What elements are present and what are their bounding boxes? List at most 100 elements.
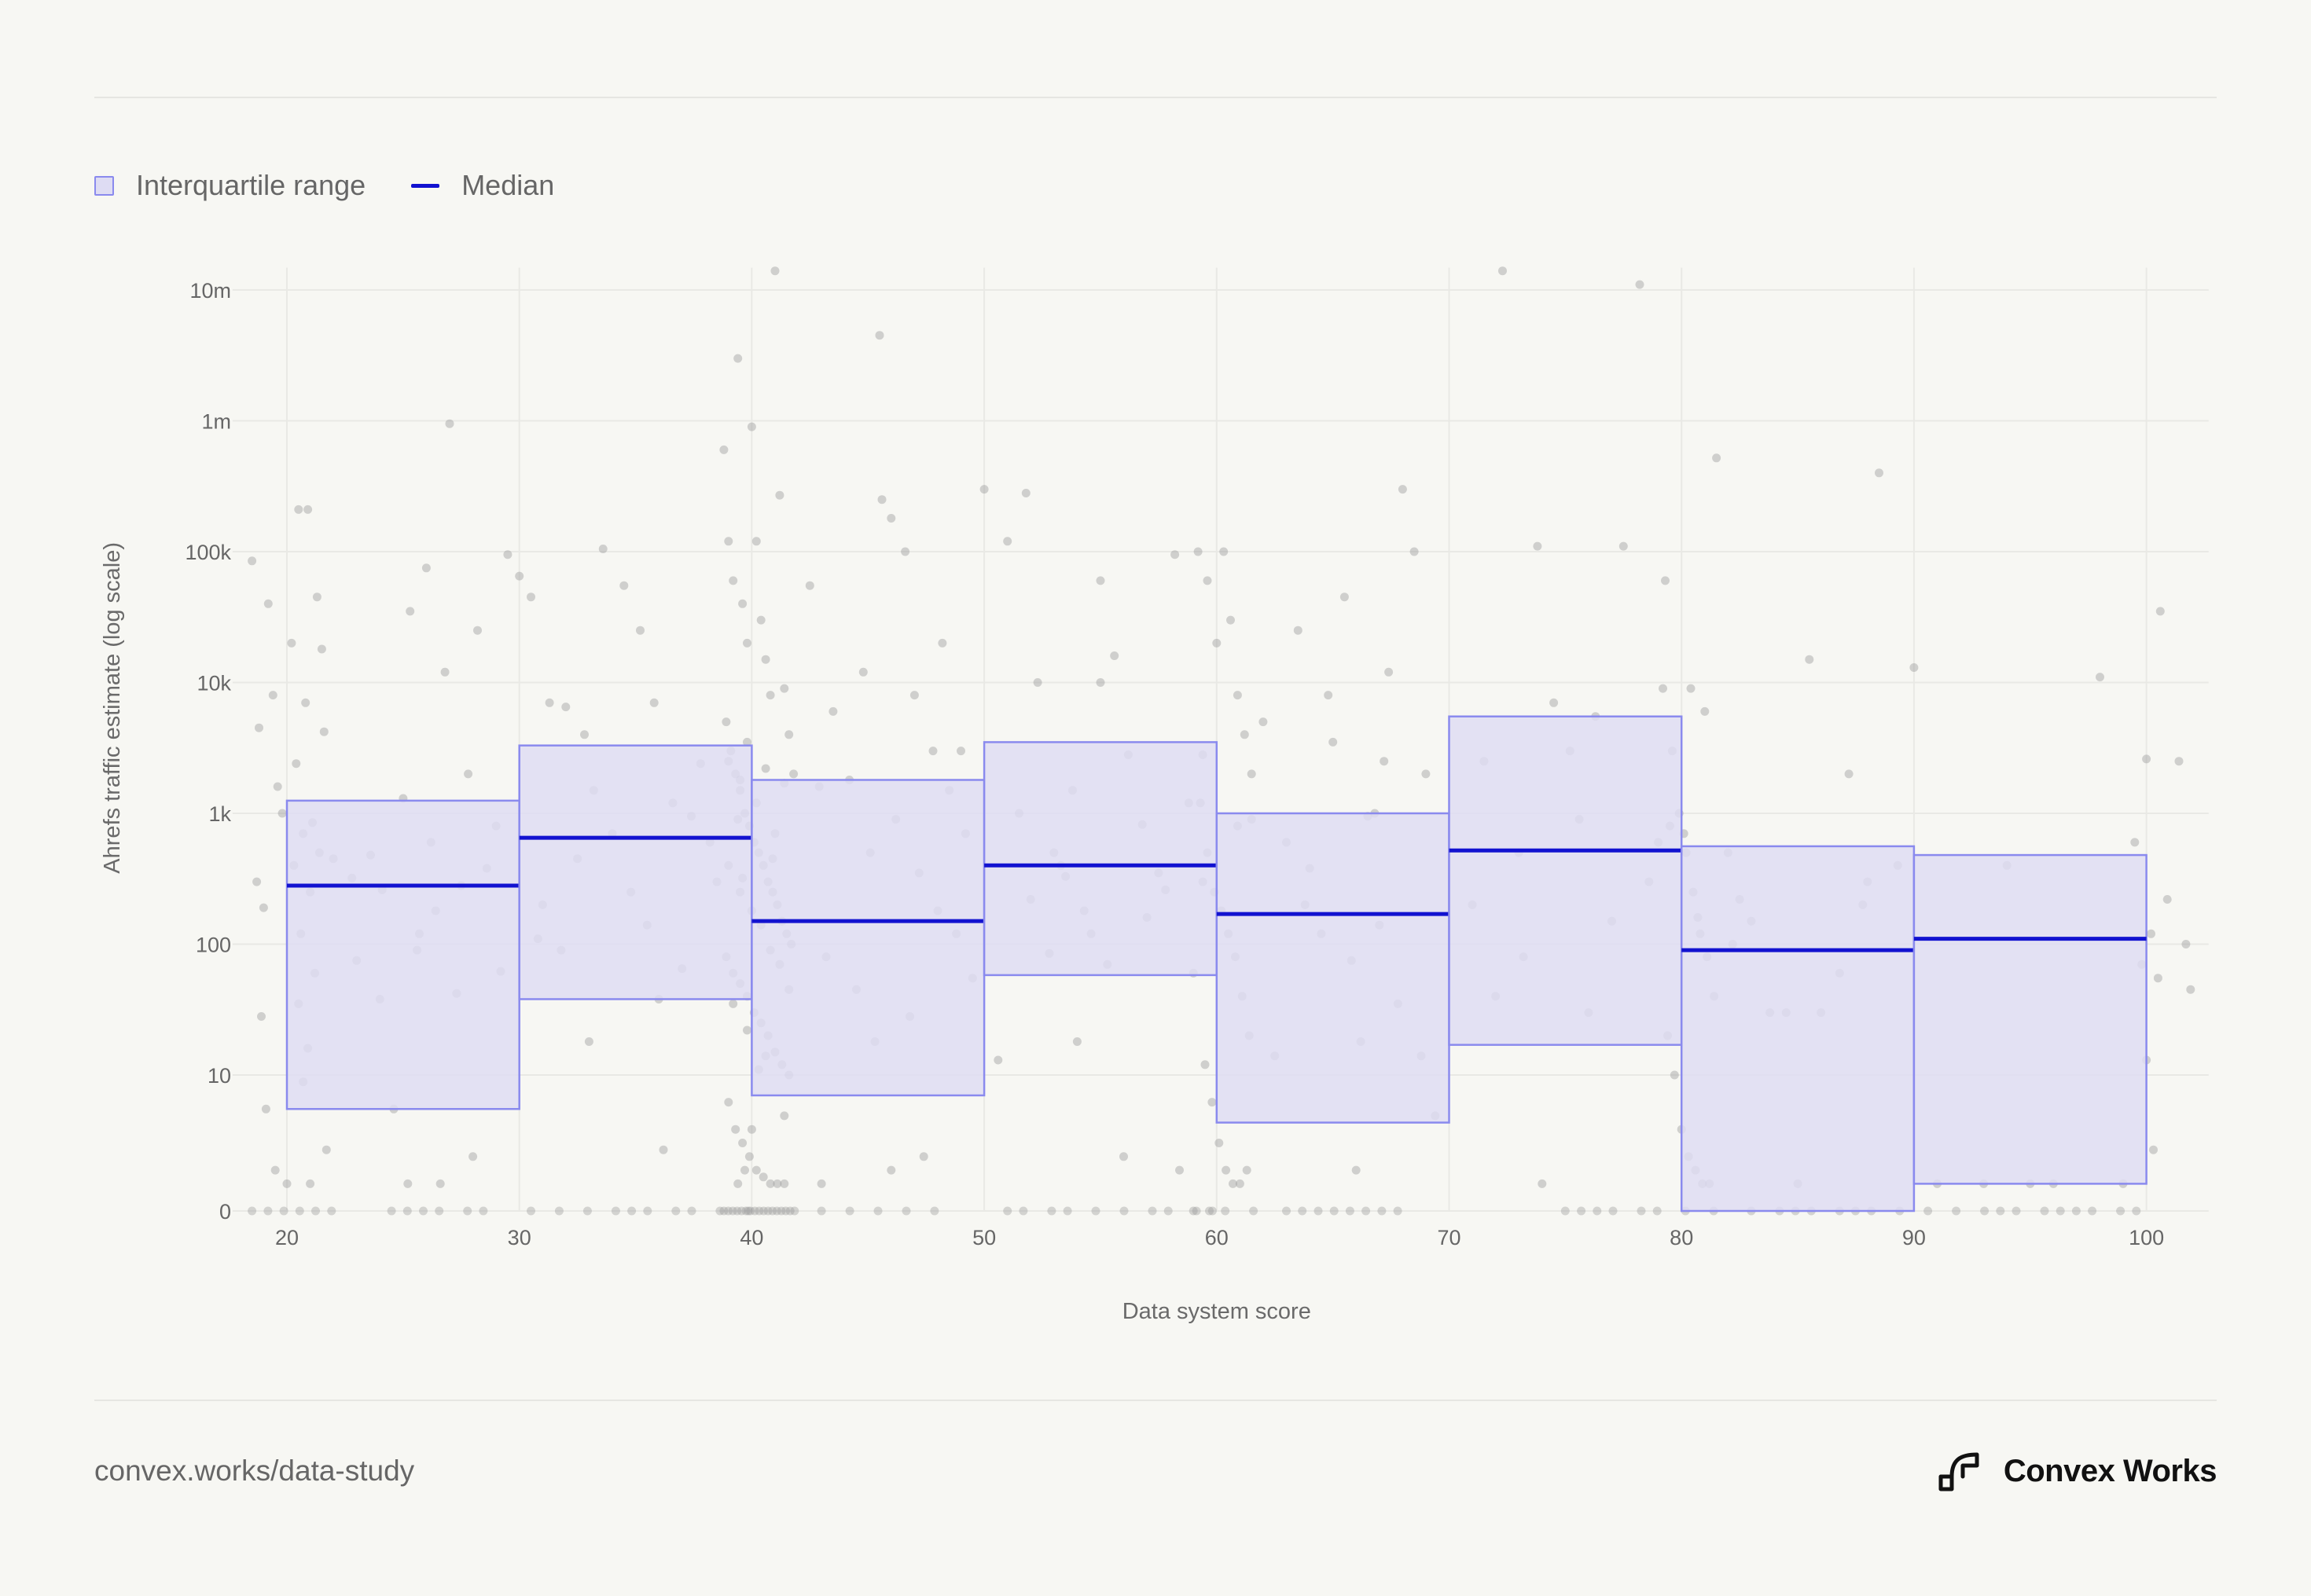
- data-point: [920, 1152, 928, 1161]
- data-point: [780, 684, 788, 693]
- data-point: [1398, 485, 1407, 493]
- data-point: [1219, 548, 1228, 556]
- data-point: [1097, 576, 1105, 585]
- data-point: [1201, 1060, 1210, 1069]
- data-point: [901, 548, 909, 556]
- data-point: [729, 1000, 737, 1008]
- data-point: [994, 1056, 1002, 1065]
- legend-item-iqr: Interquartile range: [94, 169, 366, 202]
- data-point: [1659, 684, 1667, 693]
- data-point: [980, 485, 989, 493]
- data-point: [255, 724, 263, 732]
- data-point: [1875, 468, 1883, 477]
- data-point: [743, 1026, 751, 1035]
- data-point: [1700, 707, 1709, 716]
- data-point: [259, 904, 268, 912]
- y-tick-label: 1k: [208, 802, 231, 826]
- data-point: [1222, 1166, 1230, 1175]
- data-point: [301, 699, 310, 707]
- data-point: [248, 556, 256, 565]
- data-point: [274, 783, 282, 791]
- data-point: [2130, 838, 2139, 846]
- convex-works-logo-icon: [1938, 1450, 1980, 1492]
- data-point: [1909, 663, 1918, 672]
- data-point: [659, 1146, 668, 1154]
- data-point: [627, 1207, 636, 1216]
- data-point: [817, 1180, 826, 1188]
- data-point: [1328, 738, 1337, 747]
- data-point: [1324, 691, 1332, 699]
- data-point: [527, 1207, 535, 1216]
- data-point: [1384, 668, 1393, 677]
- data-point: [1619, 542, 1628, 551]
- data-point: [930, 1207, 939, 1216]
- data-point: [311, 1207, 320, 1216]
- data-point: [503, 550, 512, 559]
- data-point: [1394, 1207, 1402, 1216]
- x-tick-label: 80: [1670, 1226, 1693, 1249]
- chart-legend: Interquartile range Median: [94, 162, 600, 209]
- data-point: [1380, 757, 1388, 765]
- data-point: [283, 1180, 292, 1188]
- data-point: [1073, 1037, 1082, 1046]
- data-point: [757, 616, 766, 625]
- data-point: [724, 537, 733, 545]
- x-tick-label: 30: [508, 1226, 531, 1249]
- data-point: [1377, 1207, 1386, 1216]
- data-point: [1110, 651, 1119, 660]
- data-point: [1923, 1207, 1932, 1216]
- data-point: [2142, 754, 2151, 763]
- iqr-box: [984, 742, 1217, 974]
- data-point: [1212, 639, 1221, 648]
- data-point: [752, 1166, 761, 1175]
- data-point: [1294, 626, 1302, 635]
- iqr-box: [1217, 813, 1449, 1123]
- data-point: [515, 572, 524, 581]
- data-point: [463, 1207, 472, 1216]
- data-point: [1233, 691, 1242, 699]
- data-point: [294, 505, 303, 514]
- data-point: [636, 626, 645, 635]
- legend-label-median: Median: [461, 169, 554, 202]
- data-point: [745, 1152, 754, 1161]
- data-point: [527, 593, 535, 601]
- data-point: [762, 655, 770, 664]
- data-point: [1034, 678, 1042, 687]
- x-axis-label: Data system score: [1122, 1299, 1311, 1324]
- data-point: [1170, 550, 1179, 559]
- data-point: [817, 1207, 826, 1216]
- data-point: [748, 1125, 756, 1134]
- data-point: [1240, 730, 1249, 739]
- iqr-box: [1449, 717, 1682, 1045]
- data-point: [1636, 281, 1644, 289]
- data-point: [546, 699, 554, 707]
- data-point: [887, 1166, 895, 1175]
- data-point: [1538, 1180, 1546, 1188]
- data-point: [1952, 1207, 1960, 1216]
- data-point: [1593, 1207, 1601, 1216]
- top-divider: [94, 97, 2217, 98]
- data-point: [878, 495, 887, 504]
- data-point: [1361, 1207, 1370, 1216]
- data-point: [733, 354, 742, 363]
- data-point: [874, 1207, 883, 1216]
- data-point: [766, 691, 775, 699]
- data-point: [2147, 930, 2155, 938]
- data-point: [752, 537, 761, 545]
- data-point: [2175, 757, 2184, 765]
- data-point: [1577, 1207, 1585, 1216]
- data-point: [306, 1180, 314, 1188]
- data-point: [287, 639, 296, 648]
- data-point: [1205, 1207, 1214, 1216]
- data-point: [263, 1207, 272, 1216]
- data-point: [1687, 684, 1696, 693]
- data-point: [790, 1207, 799, 1216]
- data-point: [292, 759, 300, 768]
- x-tick-label: 40: [740, 1226, 763, 1249]
- data-point: [1609, 1207, 1618, 1216]
- data-point: [612, 1207, 620, 1216]
- y-tick-label: 100: [196, 934, 231, 957]
- data-point: [248, 1207, 256, 1216]
- y-tick-label: 1m: [201, 410, 231, 434]
- x-tick-label: 60: [1205, 1226, 1229, 1249]
